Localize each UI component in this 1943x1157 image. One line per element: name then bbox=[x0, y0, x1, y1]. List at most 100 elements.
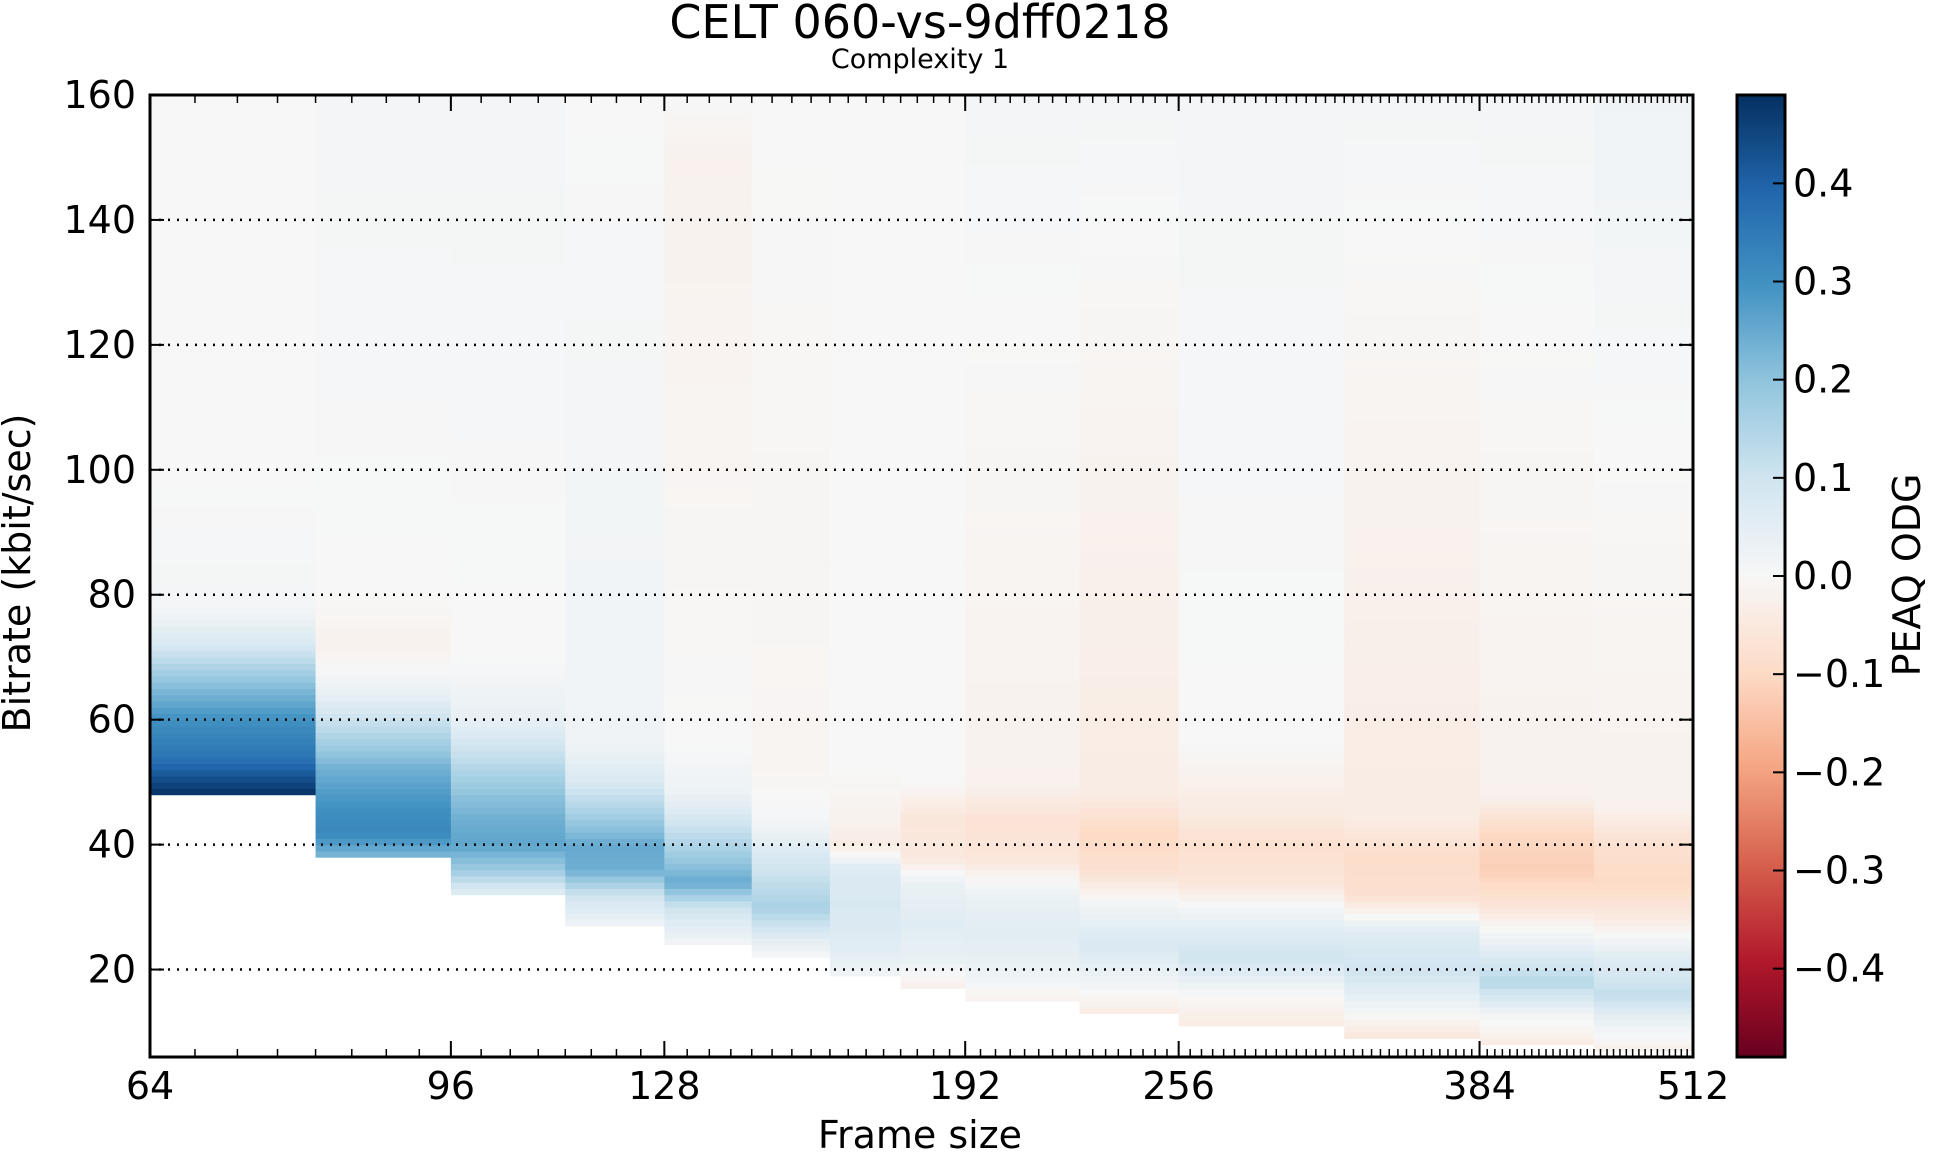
heatmap-cell bbox=[1178, 813, 1345, 821]
heatmap-cell bbox=[315, 182, 452, 190]
x-tick-label: 64 bbox=[126, 1064, 174, 1108]
heatmap-cell bbox=[1479, 619, 1595, 627]
heatmap-cell bbox=[150, 569, 317, 577]
heatmap-cell bbox=[829, 332, 902, 340]
heatmap-cell bbox=[1593, 894, 1694, 902]
heatmap-cell bbox=[965, 351, 1081, 358]
heatmap-cell bbox=[1479, 844, 1595, 852]
heatmap-cell bbox=[900, 432, 966, 440]
heatmap-cell bbox=[450, 800, 566, 808]
heatmap-cell bbox=[1593, 182, 1694, 190]
heatmap-cell bbox=[150, 426, 317, 433]
heatmap-cell bbox=[1344, 169, 1481, 177]
heatmap-cell bbox=[664, 900, 753, 908]
heatmap-cell bbox=[829, 569, 902, 577]
heatmap-cell bbox=[829, 738, 902, 746]
heatmap-cell bbox=[751, 476, 831, 483]
heatmap-cell bbox=[1079, 650, 1180, 658]
heatmap-cell bbox=[1479, 569, 1595, 577]
heatmap-cell bbox=[1479, 138, 1595, 146]
heatmap-cell bbox=[900, 176, 966, 184]
heatmap-cell bbox=[1079, 507, 1180, 515]
heatmap-cell bbox=[1079, 1000, 1180, 1008]
heatmap-cell bbox=[565, 332, 665, 340]
heatmap-cell bbox=[1178, 875, 1345, 883]
heatmap-cell bbox=[315, 538, 452, 546]
heatmap-cell bbox=[315, 169, 452, 177]
heatmap-cell bbox=[829, 426, 902, 433]
heatmap-cell bbox=[1593, 101, 1694, 109]
heatmap-cell bbox=[1178, 863, 1345, 871]
heatmap-cell bbox=[664, 269, 753, 277]
heatmap-cell bbox=[751, 682, 831, 690]
heatmap-cell bbox=[965, 344, 1081, 352]
heatmap-cell bbox=[1178, 738, 1345, 746]
heatmap-cell bbox=[664, 644, 753, 652]
heatmap-cell bbox=[315, 351, 452, 358]
heatmap-cell bbox=[315, 725, 452, 733]
heatmap-cell bbox=[664, 544, 753, 552]
heatmap-cell bbox=[829, 607, 902, 615]
heatmap-cell bbox=[315, 482, 452, 490]
heatmap-cell bbox=[751, 113, 831, 121]
heatmap-cell bbox=[315, 363, 452, 371]
heatmap-cell bbox=[664, 557, 753, 565]
heatmap-cell bbox=[900, 463, 966, 471]
heatmap-cell bbox=[150, 394, 317, 402]
heatmap-cell bbox=[315, 338, 452, 346]
heatmap-cell bbox=[1344, 107, 1481, 115]
heatmap-cell bbox=[1079, 513, 1180, 521]
heatmap-cell bbox=[565, 426, 665, 433]
heatmap-cell bbox=[1593, 588, 1694, 596]
heatmap-cell bbox=[751, 507, 831, 515]
heatmap-cell bbox=[1079, 682, 1180, 690]
heatmap-cell bbox=[565, 650, 665, 658]
heatmap-cell bbox=[1479, 882, 1595, 889]
heatmap-cell bbox=[1593, 613, 1694, 621]
heatmap-cell bbox=[900, 769, 966, 777]
heatmap-cell bbox=[1344, 900, 1481, 908]
heatmap-cell bbox=[900, 963, 966, 971]
heatmap-cell bbox=[150, 775, 317, 783]
heatmap-cell bbox=[315, 301, 452, 308]
heatmap-cell bbox=[829, 919, 902, 927]
heatmap-cell bbox=[315, 682, 452, 690]
heatmap-cell bbox=[1079, 794, 1180, 802]
heatmap-cell bbox=[150, 638, 317, 646]
heatmap-cell bbox=[829, 882, 902, 889]
heatmap-cell bbox=[664, 163, 753, 171]
heatmap-cell bbox=[1178, 282, 1345, 290]
heatmap-cell bbox=[565, 269, 665, 277]
heatmap-cell bbox=[1178, 276, 1345, 284]
heatmap-cell bbox=[1479, 113, 1595, 121]
heatmap-cell bbox=[1079, 451, 1180, 458]
heatmap-cell bbox=[751, 669, 831, 677]
heatmap-cell bbox=[829, 850, 902, 858]
heatmap-cell bbox=[150, 176, 317, 184]
heatmap-cell bbox=[829, 388, 902, 396]
heatmap-cell bbox=[965, 994, 1081, 1002]
heatmap-cell bbox=[450, 163, 566, 171]
heatmap-cell bbox=[1344, 157, 1481, 165]
heatmap-cell bbox=[965, 757, 1081, 765]
heatmap-cell bbox=[450, 169, 566, 177]
heatmap-cell bbox=[565, 632, 665, 640]
heatmap-cell bbox=[150, 351, 317, 358]
heatmap-cell bbox=[1079, 444, 1180, 452]
heatmap-cell bbox=[565, 494, 665, 502]
heatmap-cell bbox=[900, 969, 966, 977]
heatmap-cell bbox=[1344, 1025, 1481, 1033]
heatmap-cell bbox=[965, 269, 1081, 277]
heatmap-cell bbox=[1344, 113, 1481, 121]
heatmap-cell bbox=[1593, 1007, 1694, 1014]
heatmap-cell bbox=[751, 451, 831, 458]
heatmap-cell bbox=[1079, 663, 1180, 671]
heatmap-cell bbox=[829, 838, 902, 846]
heatmap-cell bbox=[751, 576, 831, 583]
heatmap-cell bbox=[664, 219, 753, 227]
heatmap-cell bbox=[450, 194, 566, 202]
heatmap-cell bbox=[664, 507, 753, 515]
heatmap-cell bbox=[315, 101, 452, 109]
heatmap-cell bbox=[1344, 888, 1481, 896]
heatmap-cell bbox=[1479, 1038, 1595, 1046]
